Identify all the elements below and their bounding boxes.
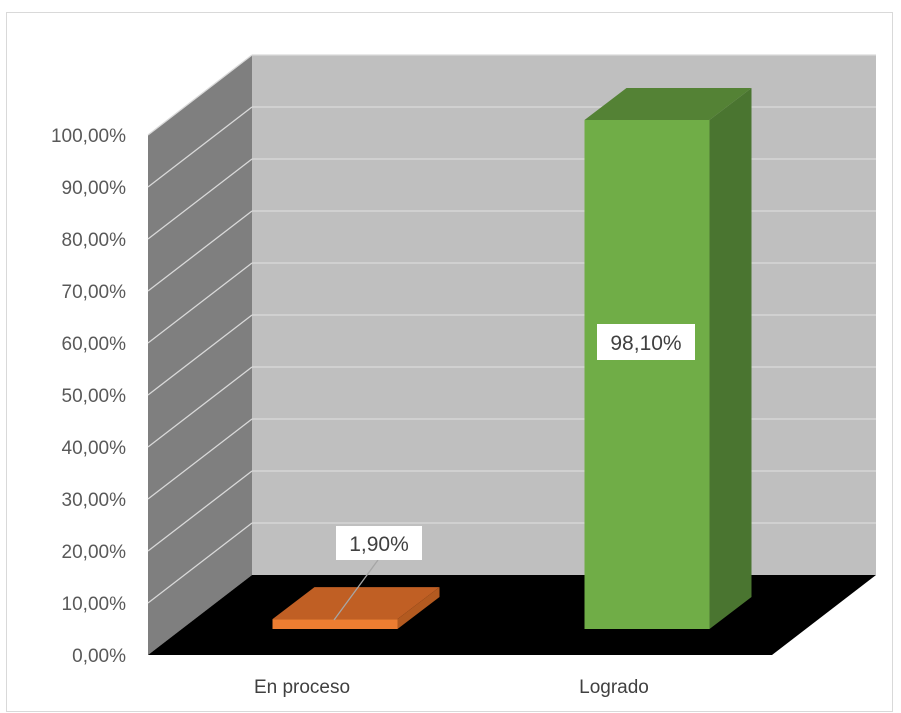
bar-top <box>272 587 440 620</box>
y-tick-label: 50,00% <box>62 386 127 407</box>
bar-en-proceso <box>272 587 440 629</box>
gridline-side <box>147 210 253 292</box>
y-tick-label: 40,00% <box>62 438 127 459</box>
gridline-side <box>147 366 253 448</box>
gridline-side <box>147 522 253 604</box>
gridline-side <box>147 470 253 552</box>
leader-line <box>333 559 379 621</box>
gridline-side <box>147 106 253 188</box>
y-tick-label: 100,00% <box>51 126 126 147</box>
y-tick-label: 20,00% <box>62 542 127 563</box>
x-axis-category-labels: En proceso Logrado <box>254 677 649 698</box>
x-category-label: En proceso <box>254 677 350 698</box>
data-label-en-proceso: 1,90% <box>349 533 409 556</box>
gridline-side <box>147 418 253 500</box>
gridline-side <box>147 54 253 136</box>
bar-side <box>709 88 752 629</box>
data-label-box <box>336 526 422 560</box>
bar-logrado <box>584 88 752 629</box>
bar-top <box>584 88 752 120</box>
data-labels: 1,90% 98,10% <box>333 324 695 621</box>
gridlines <box>147 54 876 604</box>
gridline-side <box>147 314 253 396</box>
gridline-side <box>147 158 253 240</box>
y-tick-label: 30,00% <box>62 490 127 511</box>
data-label-box <box>597 324 695 360</box>
y-tick-label: 10,00% <box>62 594 127 615</box>
y-tick-label: 60,00% <box>62 334 127 355</box>
x-category-label: Logrado <box>579 677 649 698</box>
y-tick-label: 70,00% <box>62 282 127 303</box>
y-axis-tick-labels: 0,00% 10,00% 20,00% 30,00% 40,00% 50,00% 60,00… <box>51 126 126 667</box>
bars <box>272 88 752 629</box>
data-label-logrado: 98,10% <box>610 332 681 355</box>
floor <box>148 575 876 655</box>
gridline-side <box>147 262 253 344</box>
bar-front <box>272 619 398 629</box>
chart-walls <box>148 55 876 655</box>
y-tick-label: 0,00% <box>72 646 126 667</box>
y-tick-label: 90,00% <box>62 178 127 199</box>
bar-side <box>397 587 440 629</box>
bar-front <box>584 120 710 629</box>
y-tick-label: 80,00% <box>62 230 127 251</box>
